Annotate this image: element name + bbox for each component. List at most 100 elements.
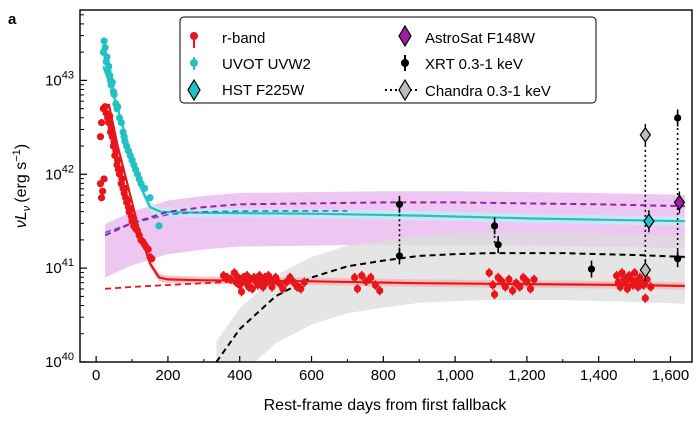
point-r-band (516, 283, 524, 291)
legend-entry-uvot: UVOT UVW2 (190, 56, 311, 73)
x-axis-label: Rest-frame days from first fallback (264, 397, 508, 414)
point-r-band (106, 112, 114, 120)
point-r-band (639, 281, 648, 289)
point-r-band (641, 294, 649, 302)
point-xrt-0-3-1-kev (674, 255, 682, 263)
point-xrt-0-3-1-kev (587, 265, 596, 273)
point-r-band (227, 275, 235, 283)
legend-marker-hst (187, 78, 201, 102)
point-r-band (97, 119, 106, 127)
point-r-band (508, 287, 517, 295)
legend-label-r-band: r-band (222, 30, 265, 47)
y-tick-label: 1040 (45, 351, 74, 371)
point-r-band (498, 277, 506, 285)
point-uvot-uvw2 (105, 62, 113, 70)
model-line-x-ray-model (215, 252, 685, 362)
legend-label-chandra: Chandra 0.3-1 keV (425, 83, 551, 100)
point-r-band (237, 288, 246, 296)
legend-label-xrt: XRT 0.3-1 keV (425, 56, 523, 73)
point-xrt-0-3-1-kev (490, 222, 499, 230)
point-r-band (371, 281, 380, 289)
legend-label-uvot: UVOT UVW2 (222, 56, 311, 73)
legend-box (179, 16, 597, 104)
point-r-band (236, 281, 244, 289)
point-uvot-uvw2 (141, 184, 149, 192)
y-axis-ticks: 1040 1041 1042 1043 (45, 14, 87, 371)
point-r-band (376, 287, 384, 295)
point-r-band (118, 175, 126, 183)
y-axis-label: νLν(erg s−1) (11, 144, 33, 228)
point-uvot-uvw2 (103, 53, 111, 61)
legend-entry-r-band: r-band (190, 30, 265, 48)
point-uvot-uvw2 (146, 194, 154, 202)
diamond-chandra-0-3-1-kev (639, 126, 652, 143)
x-axis-ticks: 0 200 400 600 800 1,000 1,200 1,400 1,600 (92, 356, 689, 384)
legend-entry-astrosat: AstroSat F148W (398, 24, 536, 48)
point-r-band (613, 272, 621, 280)
point-r-band (616, 283, 624, 291)
model-line-r-band-baseline (105, 280, 240, 290)
point-r-band (107, 123, 115, 131)
point-uvot-uvw2 (155, 222, 163, 230)
point-r-band (96, 133, 105, 141)
point-r-band (523, 277, 531, 285)
model-bands (103, 61, 685, 362)
x-tick-label: 1,400 (580, 367, 618, 384)
point-r-band (358, 272, 366, 280)
point-xrt-0-3-1-kev (494, 241, 502, 249)
point-r-band (114, 156, 122, 164)
legend-entry-hst: HST F225W (187, 78, 305, 102)
diamond-hst-f225w (643, 213, 655, 230)
point-r-band (116, 165, 125, 174)
point-r-band (124, 196, 132, 205)
x-tick-label: 800 (371, 367, 396, 384)
point-r-band (279, 285, 287, 293)
point-xrt-0-3-1-kev (395, 252, 404, 260)
point-uvot-uvw2 (108, 78, 116, 86)
point-r-band (129, 215, 137, 223)
point-r-band (101, 103, 109, 111)
panel-label: a (8, 11, 17, 28)
point-r-band (485, 269, 493, 277)
x-tick-label: 1,600 (652, 367, 690, 384)
point-uvot-uvw2 (101, 43, 109, 52)
legend-entry-xrt: XRT 0.3-1 keV (401, 55, 523, 73)
point-r-band (530, 275, 538, 283)
point-uvot-uvw2 (117, 119, 125, 127)
diamond-chandra-0-3-1-kev (639, 261, 652, 279)
point-r-band (99, 187, 107, 195)
model-line-astrosat-model (104, 201, 685, 237)
point-r-band (297, 285, 305, 293)
point-r-band (350, 273, 359, 282)
point-r-band (490, 290, 499, 299)
point-r-band (272, 273, 280, 282)
legend-label-astrosat: AstroSat F148W (425, 30, 536, 47)
point-r-band (112, 147, 120, 155)
x-tick-label: 600 (299, 367, 324, 384)
point-r-band (248, 285, 256, 293)
x-tick-label: 400 (227, 367, 252, 384)
legend-marker-uvot (190, 59, 198, 67)
uvw2-model-band (103, 61, 685, 226)
point-r-band (353, 285, 362, 293)
legend-marker-chandra (398, 78, 412, 102)
point-r-band (630, 269, 639, 277)
point-uvot-uvw2 (110, 90, 118, 99)
legend-marker-xrt (401, 59, 409, 67)
y-tick-label: 1042 (45, 163, 74, 183)
x-tick-label: 200 (155, 367, 180, 384)
point-r-band (526, 285, 535, 293)
point-r-band (100, 175, 108, 183)
point-r-band (97, 194, 106, 202)
point-r-band (144, 245, 152, 253)
y-tick-label: 1043 (45, 69, 74, 89)
legend-entry-chandra: Chandra 0.3-1 keV (385, 78, 551, 102)
point-r-band (121, 184, 129, 192)
point-xrt-0-3-1-kev (674, 114, 682, 122)
point-r-band (505, 275, 513, 283)
legend-marker-r-band (190, 32, 198, 40)
point-xrt-0-3-1-kev (395, 200, 404, 208)
x-tick-label: 1,000 (436, 367, 474, 384)
